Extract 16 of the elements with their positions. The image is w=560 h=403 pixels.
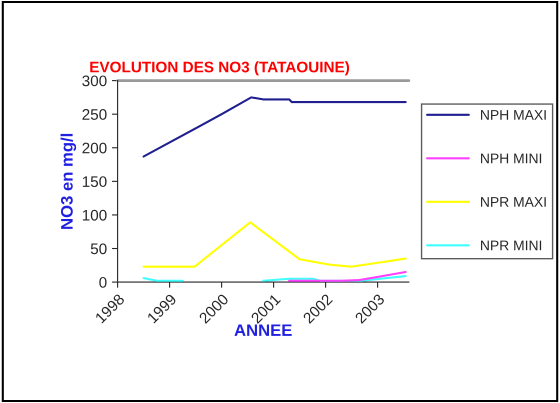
- y-tick-label: 100: [82, 210, 107, 221]
- legend-label: NPH MINI: [481, 154, 542, 164]
- y-tick-label: 250: [82, 109, 107, 120]
- line-series: [142, 221, 407, 268]
- chart-title: EVOLUTION DES NO3 (TATAOUINE): [90, 61, 350, 76]
- y-tick-label: 50: [90, 243, 107, 254]
- x-axis-title: ANNEE: [234, 324, 292, 336]
- legend-label: NPR MAXI: [481, 197, 546, 207]
- y-tick-label: 300: [82, 75, 107, 86]
- legend-label: NPR MINI: [481, 240, 542, 250]
- y-axis-title: NO3 en mg/l: [60, 134, 76, 229]
- line-series: [142, 96, 407, 158]
- y-tick-label: 0: [99, 276, 107, 288]
- legend-label: NPH MAXI: [481, 110, 546, 120]
- y-tick-label: 150: [82, 176, 107, 188]
- y-tick-label: 200: [82, 142, 107, 154]
